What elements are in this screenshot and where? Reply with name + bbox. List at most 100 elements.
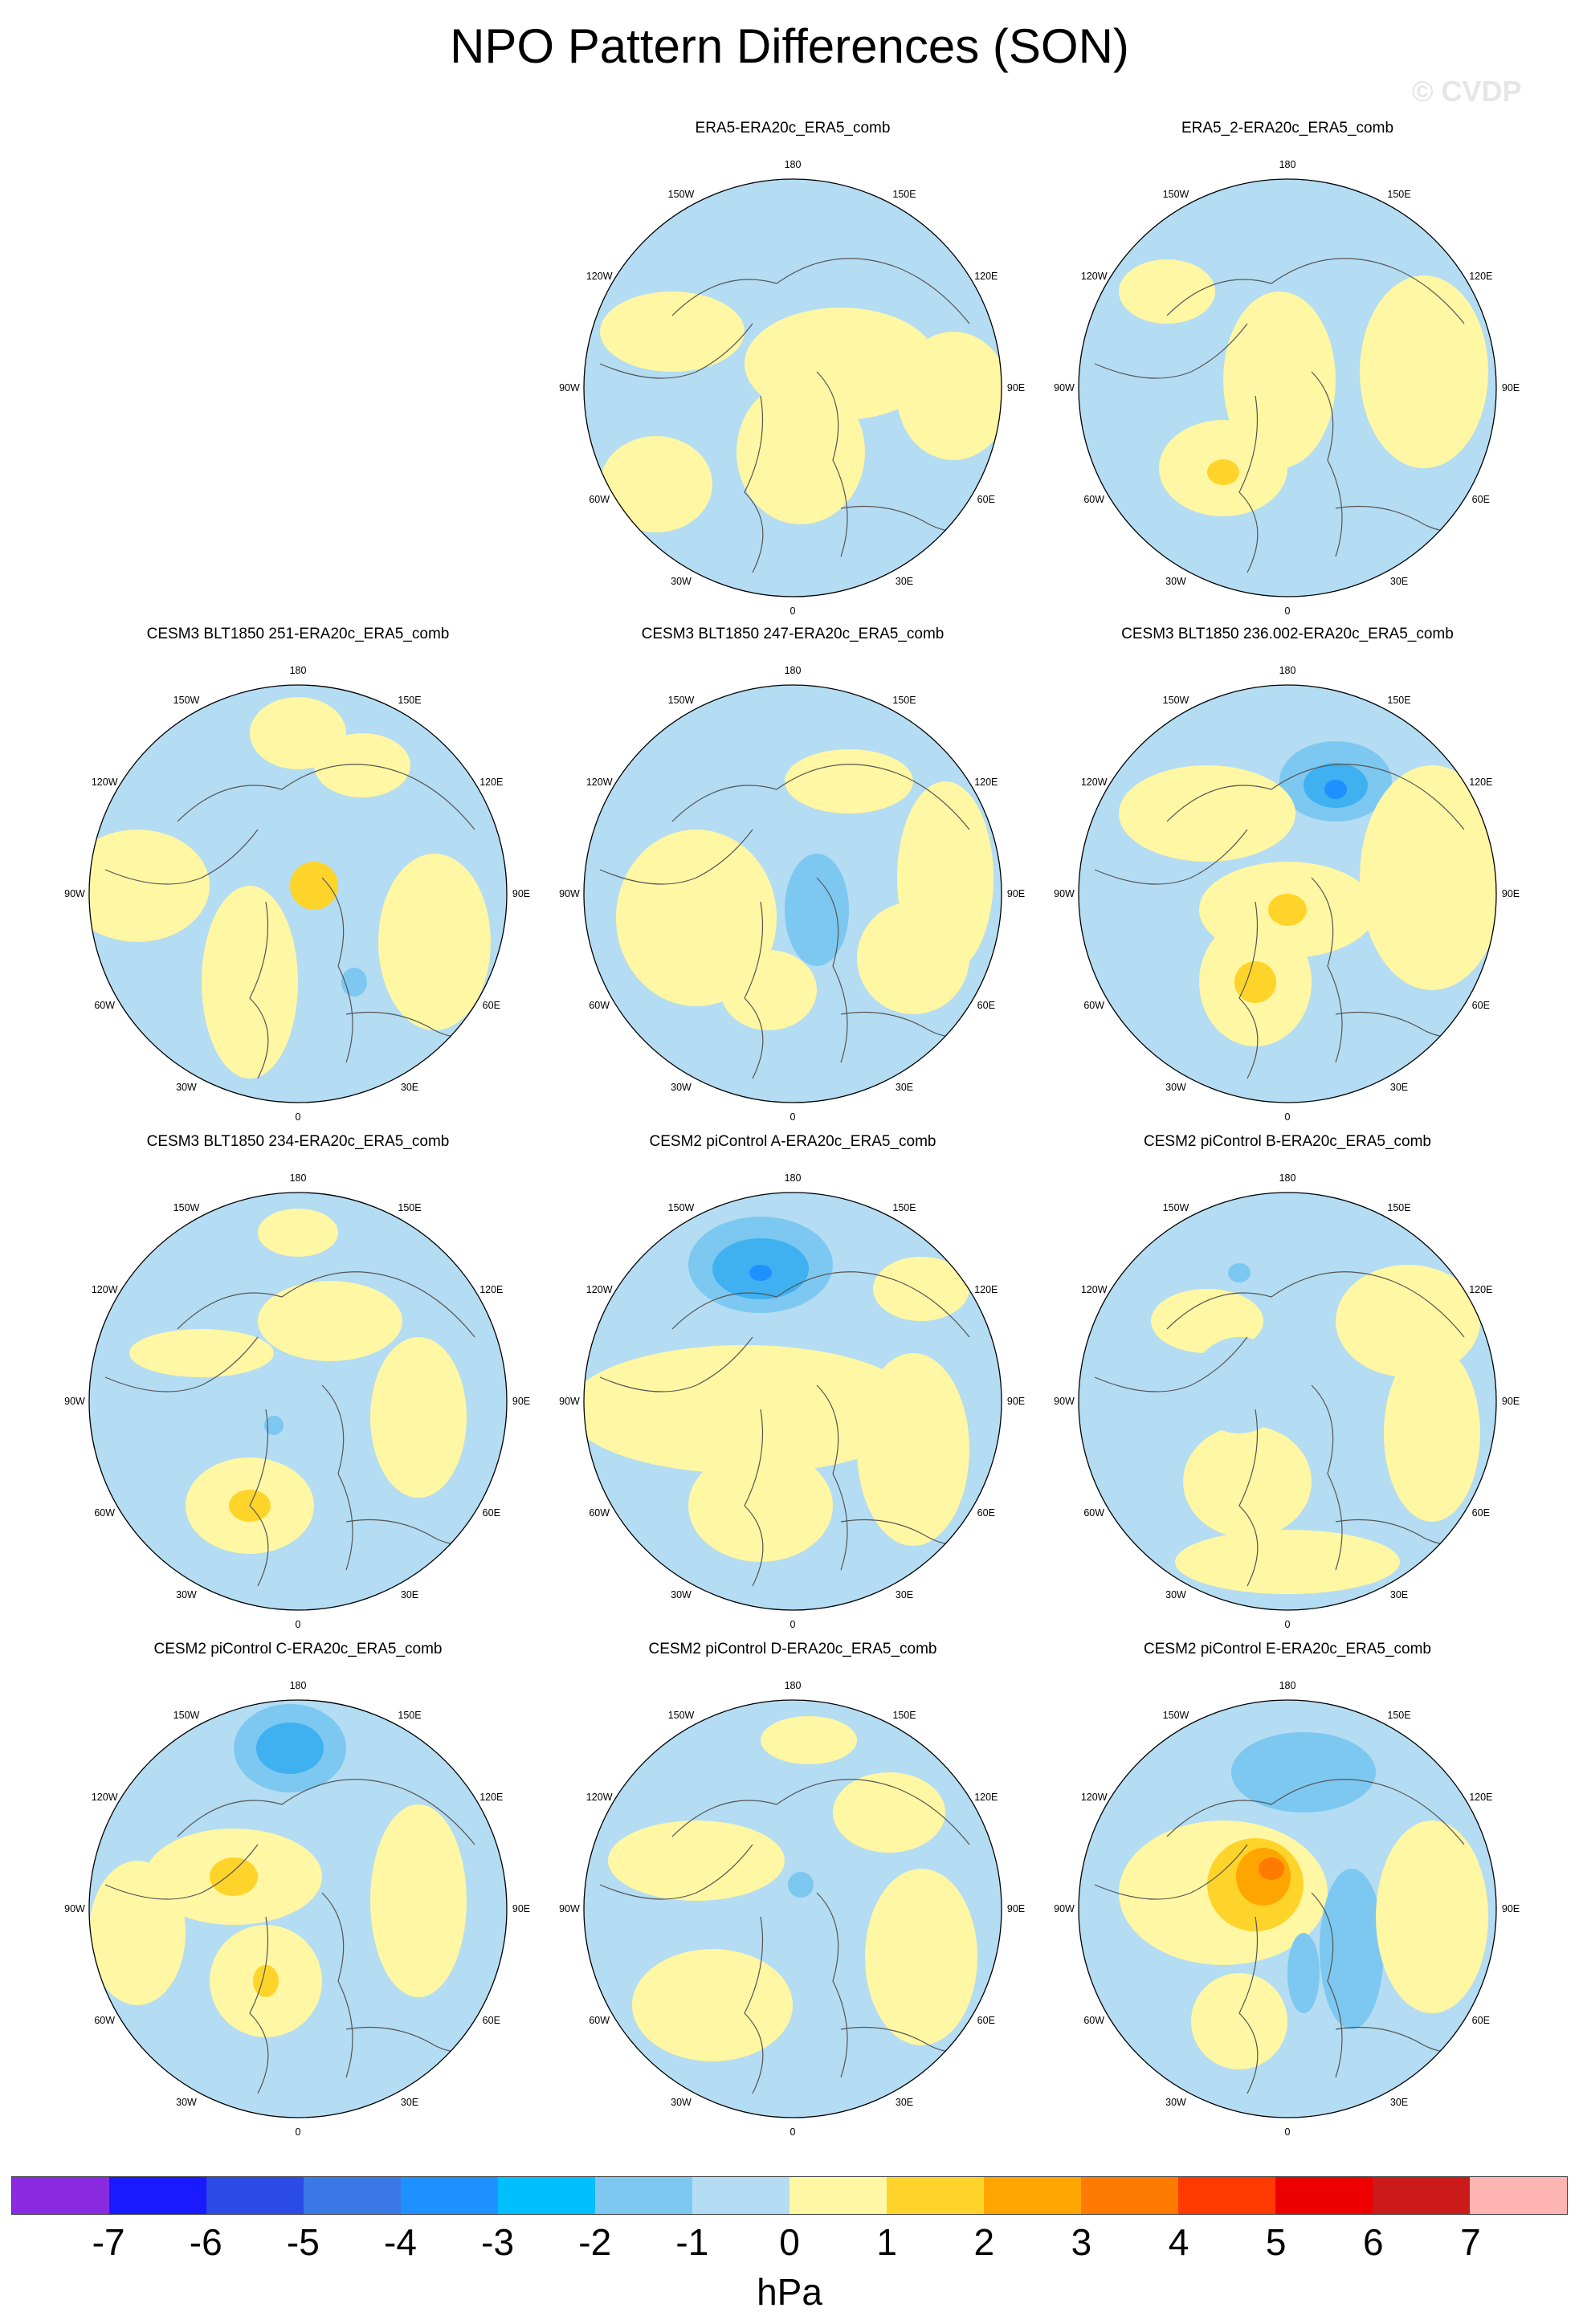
contour-fill-pos2 (1268, 894, 1307, 926)
longitude-label: 30W (176, 1589, 197, 1600)
colorbar-tick: 2 (973, 2221, 995, 2263)
contour-fill-pos1 (1119, 765, 1295, 862)
page-title: NPO Pattern Differences (SON) (450, 19, 1129, 73)
contour-fill-pos1 (314, 733, 410, 797)
contour-fill-neg4 (1324, 780, 1347, 799)
map-panel: CESM3 BLT1850 234-ERA20c_ERA5_comb 180 150… (51, 1132, 545, 1646)
longitude-label: 150E (892, 1202, 916, 1213)
longitude-label: 150W (1163, 1202, 1189, 1213)
contour-fill-pos2 (1234, 961, 1276, 1003)
longitude-label: 90E (1502, 1396, 1520, 1407)
longitude-label: 120W (1081, 271, 1108, 282)
longitude-label: 150E (1387, 189, 1410, 200)
contour-fill-pos1 (785, 749, 913, 813)
colorbar-tick: -1 (675, 2221, 709, 2263)
coastline (1094, 764, 1473, 1079)
map-border (583, 178, 1002, 597)
longitude-label: 120E (974, 1284, 998, 1295)
map-border (583, 1699, 1002, 2118)
longitude-label: 60W (589, 494, 610, 505)
longitude-label: 60W (589, 2015, 610, 2026)
panel-title: CESM3 BLT1850 251-ERA20c_ERA5_comb (146, 626, 450, 642)
longitude-label: 30W (1165, 576, 1186, 587)
contour-fill-pos1 (1360, 275, 1488, 468)
coastline (1094, 1779, 1473, 2094)
contour-fill-neg2 (1287, 1933, 1320, 2013)
map-panel: CESM2 piControl C-ERA20c_ERA5_comb 180 150… (51, 1640, 545, 2154)
contour-fill-pos1 (600, 436, 712, 532)
longitude-label: 90W (1054, 382, 1075, 393)
colorbar-tick: 7 (1460, 2221, 1481, 2263)
longitude-label: 90W (1054, 1903, 1075, 1914)
longitude-label: 30W (176, 1082, 197, 1093)
longitude-label: 30E (1390, 576, 1408, 587)
longitude-label: 60E (483, 1507, 500, 1519)
coastline (1094, 1271, 1473, 1587)
longitude-label: 120E (1469, 1284, 1492, 1295)
longitude-label: 0 (1285, 1619, 1291, 1630)
polar-stereographic-map: 180 150E 120E 90E 60E 30E 0 30W 60W 90W 120W 150W (559, 665, 1025, 1123)
longitude-label: 60W (1083, 1507, 1104, 1519)
longitude-label: 120W (1081, 777, 1108, 788)
longitude-label: 60W (589, 1000, 610, 1011)
longitude-label: 180 (1279, 1680, 1296, 1691)
longitude-label: 0 (296, 1619, 301, 1630)
colorbar-tick: -3 (481, 2221, 515, 2263)
contour-fill-pos1 (865, 1869, 977, 2045)
colorbar-swatch (1373, 2177, 1470, 2214)
longitude-label: 60E (483, 1000, 500, 1011)
longitude-label: 180 (290, 665, 307, 676)
coastline (599, 764, 978, 1079)
cvdp-watermark: © CVDP (1412, 75, 1522, 108)
contour-fill-neg1 (1191, 1337, 1287, 1433)
colorbar-tick: -6 (189, 2221, 222, 2263)
longitude-label: 60E (1472, 1000, 1490, 1011)
longitude-label: 90E (512, 1396, 530, 1407)
longitude-label: 90E (1007, 1396, 1025, 1407)
map-border (1078, 684, 1497, 1103)
coastline (104, 1779, 483, 2094)
contour-fill-neg2 (264, 1416, 284, 1435)
longitude-label: 180 (785, 159, 802, 170)
longitude-label: 30E (896, 576, 913, 587)
longitude-label: 120E (479, 1792, 503, 1803)
contour-fill-pos1 (736, 380, 865, 524)
longitude-label: 30W (1165, 1082, 1186, 1093)
longitude-label: 30W (671, 576, 692, 587)
colorbar-swatch (1470, 2177, 1567, 2214)
map-border (88, 1699, 508, 2118)
longitude-label: 150E (1387, 1710, 1410, 1721)
longitude-label: 180 (1279, 159, 1296, 170)
longitude-label: 0 (296, 1111, 301, 1123)
contour-fill-pos1 (1384, 1345, 1480, 1522)
longitude-label: 0 (1285, 2126, 1291, 2138)
longitude-label: 120E (479, 1284, 503, 1295)
longitude-label: 30E (1390, 1082, 1408, 1093)
longitude-label: 60E (1472, 2015, 1490, 2026)
map-panel: CESM3 BLT1850 236.002-ERA20c_ERA5_comb 18… (1041, 625, 1534, 1139)
longitude-label: 150W (668, 1202, 695, 1213)
longitude-label: 30W (176, 2097, 197, 2108)
contour-fill-neg2 (1231, 1732, 1376, 1812)
longitude-label: 150W (668, 695, 695, 706)
contour-fill-pos1 (873, 1257, 969, 1321)
longitude-label: 150E (398, 1202, 421, 1213)
longitude-label: 120E (1469, 1792, 1492, 1803)
polar-stereographic-map: 180 150E 120E 90E 60E 30E 0 30W 60W 90W 120W 150W (559, 1680, 1025, 2138)
longitude-label: 150W (1163, 1710, 1189, 1721)
colorbar-swatch (790, 2177, 887, 2214)
longitude-label: 60W (1083, 1000, 1104, 1011)
map-panel: CESM2 piControl B-ERA20c_ERA5_comb 180 150… (1041, 1132, 1534, 1646)
longitude-label: 120W (586, 777, 613, 788)
colorbar-swatch (984, 2177, 1081, 2214)
contour-fill-neg2 (788, 1872, 814, 1898)
longitude-label: 150E (892, 1710, 916, 1721)
colorbar-tick: 5 (1265, 2221, 1287, 2263)
contour-fill-pos1 (608, 1820, 785, 1901)
longitude-label: 90W (64, 888, 85, 899)
longitude-label: 150E (892, 189, 916, 200)
longitude-label: 60E (977, 1000, 995, 1011)
longitude-label: 60W (94, 1507, 115, 1519)
colorbar-tick: -5 (286, 2221, 320, 2263)
longitude-label: 120W (586, 271, 613, 282)
